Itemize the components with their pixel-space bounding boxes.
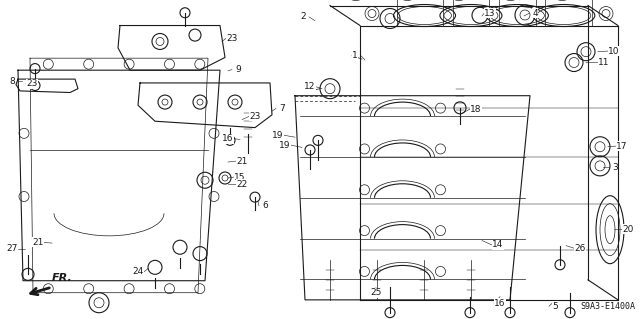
Text: 5: 5 bbox=[552, 302, 558, 311]
Text: 15: 15 bbox=[234, 173, 246, 182]
Text: 12: 12 bbox=[304, 82, 316, 91]
Text: 10: 10 bbox=[608, 47, 620, 56]
Text: S9A3-E1400A: S9A3-E1400A bbox=[580, 302, 635, 311]
Text: 27: 27 bbox=[6, 244, 18, 253]
Text: 1: 1 bbox=[352, 51, 358, 60]
Text: 4: 4 bbox=[532, 9, 538, 18]
Text: 19: 19 bbox=[279, 141, 291, 150]
Text: 24: 24 bbox=[132, 267, 143, 276]
Text: 8: 8 bbox=[9, 77, 15, 86]
Text: 20: 20 bbox=[622, 225, 634, 234]
Text: 23: 23 bbox=[227, 34, 237, 43]
Text: FR.: FR. bbox=[52, 272, 73, 283]
Text: 17: 17 bbox=[616, 142, 628, 151]
Text: 25: 25 bbox=[371, 288, 381, 297]
Text: 11: 11 bbox=[598, 58, 610, 67]
Text: 21: 21 bbox=[236, 157, 248, 166]
Text: 19: 19 bbox=[272, 131, 284, 140]
Text: 13: 13 bbox=[484, 9, 496, 18]
Text: 14: 14 bbox=[492, 241, 504, 249]
Text: 16: 16 bbox=[494, 299, 506, 308]
Text: 16: 16 bbox=[222, 134, 234, 143]
Text: 9: 9 bbox=[235, 65, 241, 74]
Text: 3: 3 bbox=[612, 163, 618, 172]
Text: 21: 21 bbox=[32, 238, 44, 247]
Text: 26: 26 bbox=[574, 244, 586, 253]
Text: 2: 2 bbox=[300, 12, 306, 21]
Text: 6: 6 bbox=[262, 201, 268, 210]
Text: 22: 22 bbox=[236, 180, 248, 189]
Text: 7: 7 bbox=[279, 104, 285, 113]
Text: 18: 18 bbox=[470, 105, 482, 114]
Text: 23: 23 bbox=[250, 112, 260, 121]
Text: 23: 23 bbox=[26, 79, 38, 88]
